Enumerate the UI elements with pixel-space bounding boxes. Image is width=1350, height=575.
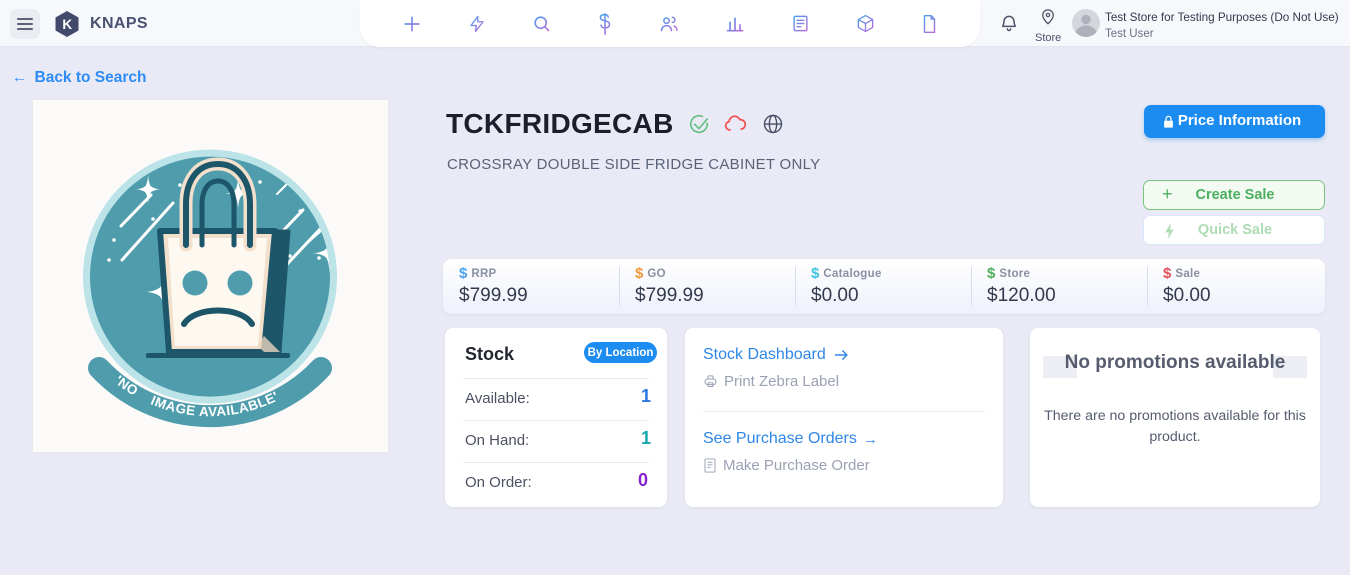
svg-text:K: K — [62, 17, 72, 32]
